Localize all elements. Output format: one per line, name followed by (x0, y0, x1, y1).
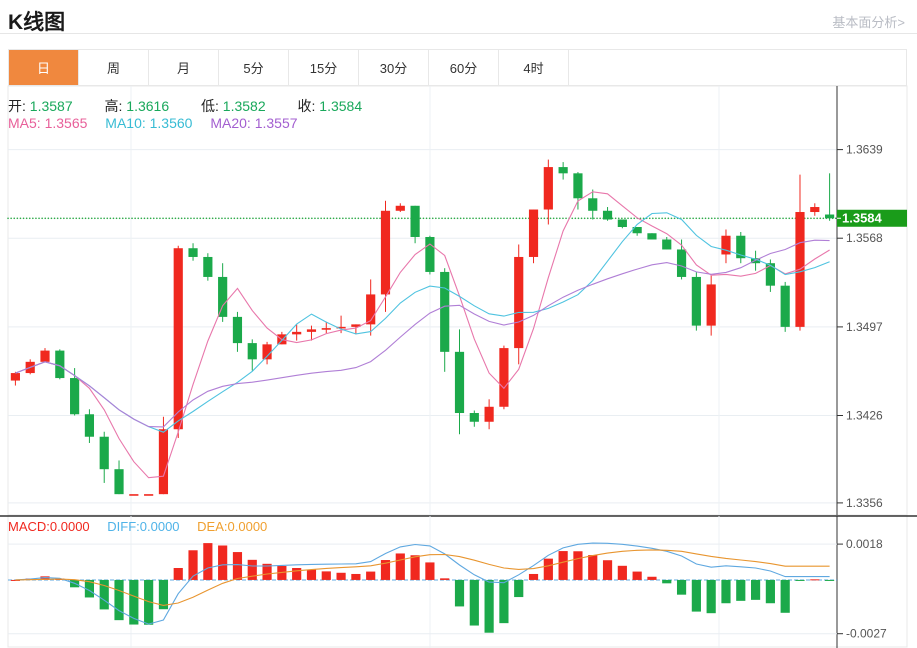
svg-text:0.0018: 0.0018 (846, 537, 883, 551)
svg-text:1.3426: 1.3426 (846, 409, 883, 423)
svg-text:1.3568: 1.3568 (846, 231, 883, 245)
svg-text:1.3639: 1.3639 (846, 143, 883, 157)
svg-text:-0.0027: -0.0027 (846, 627, 887, 641)
svg-text:1.3356: 1.3356 (846, 496, 883, 510)
svg-text:1.3584: 1.3584 (842, 210, 883, 225)
svg-text:1.3497: 1.3497 (846, 320, 883, 334)
